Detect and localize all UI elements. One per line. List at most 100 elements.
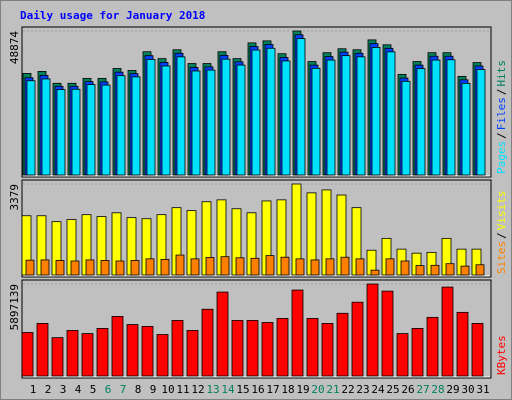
bar — [130, 260, 140, 276]
bar — [341, 55, 351, 176]
x-tick-label: 23 — [356, 383, 369, 396]
legend-entry: Visits — [495, 191, 508, 231]
y-tick-label: 3379 — [8, 184, 21, 211]
x-tick-label: 11 — [176, 383, 189, 396]
bar — [261, 322, 274, 377]
bar — [246, 320, 259, 377]
bar — [460, 265, 470, 276]
x-tick-label: 2 — [45, 383, 52, 396]
bar — [386, 51, 396, 176]
bar — [236, 64, 246, 176]
bar — [426, 316, 439, 377]
bar — [396, 333, 409, 377]
x-tick-label: 15 — [236, 383, 249, 396]
x-tick-label: 17 — [266, 383, 279, 396]
bar — [411, 328, 424, 377]
bar — [156, 334, 169, 377]
bar — [160, 258, 170, 276]
bar — [81, 333, 94, 377]
bar — [216, 291, 229, 377]
legend-separator: / — [495, 132, 508, 139]
legend-separator: / — [495, 232, 508, 239]
bar — [220, 256, 230, 276]
x-tick-label: 1 — [30, 383, 37, 396]
bar — [116, 75, 126, 176]
bar — [190, 258, 200, 276]
bar — [126, 324, 139, 377]
chart-title: Daily usage for January 2018 — [20, 9, 205, 22]
y-tick-label: 48874 — [8, 31, 21, 64]
bar — [311, 67, 321, 176]
x-tick-label: 27 — [416, 383, 429, 396]
bar — [370, 269, 380, 276]
bar — [51, 337, 64, 377]
bar — [296, 38, 306, 176]
bar — [40, 259, 50, 276]
x-tick-label: 16 — [251, 383, 264, 396]
x-tick-label: 28 — [431, 383, 444, 396]
bar — [221, 58, 231, 176]
legend: Pages/Files/Hits — [495, 60, 508, 174]
bar — [25, 259, 35, 276]
legend-separator: / — [495, 89, 508, 96]
bar — [356, 56, 366, 176]
bar — [70, 260, 80, 276]
x-tick-label: 8 — [135, 383, 142, 396]
x-tick-label: 3 — [60, 383, 67, 396]
x-tick-label: 7 — [120, 383, 127, 396]
legend-entry: Sites — [495, 241, 508, 274]
x-tick-label: 31 — [476, 383, 489, 396]
bar — [351, 301, 364, 377]
bar — [401, 80, 411, 176]
bar — [431, 59, 441, 176]
bar — [416, 68, 426, 176]
bar — [430, 264, 440, 276]
bar — [475, 264, 485, 276]
bar — [86, 84, 96, 176]
legend-entry: Pages — [495, 141, 508, 174]
bar — [445, 263, 455, 276]
x-tick-label: 6 — [105, 383, 112, 396]
bar — [56, 89, 66, 176]
x-tick-label: 10 — [161, 383, 174, 396]
bar — [145, 258, 155, 276]
bar — [456, 311, 469, 377]
bar — [205, 257, 215, 276]
bar — [281, 60, 291, 176]
bar — [201, 308, 214, 377]
bar — [400, 260, 410, 276]
x-tick-label: 21 — [326, 383, 339, 396]
x-tick-label: 26 — [401, 383, 414, 396]
bar — [461, 82, 471, 176]
bar — [66, 330, 79, 377]
bar — [340, 256, 350, 276]
bar — [366, 283, 379, 377]
bar — [280, 256, 290, 276]
x-tick-label: 13 — [206, 383, 219, 396]
bar — [336, 312, 349, 377]
bar — [385, 258, 395, 276]
legend-entry: KBytes — [495, 335, 508, 375]
bar — [206, 69, 216, 176]
x-tick-label: 30 — [461, 383, 474, 396]
bar — [476, 69, 486, 176]
bar — [85, 259, 95, 276]
bar — [175, 254, 185, 276]
bar — [176, 56, 186, 176]
legend: KBytes — [495, 335, 508, 375]
bar — [276, 318, 289, 377]
x-tick-label: 12 — [191, 383, 204, 396]
bar — [21, 332, 34, 377]
bar — [26, 80, 36, 176]
bar — [295, 258, 305, 276]
x-tick-label: 19 — [296, 383, 309, 396]
bar — [291, 289, 304, 377]
x-tick-label: 25 — [386, 383, 399, 396]
x-tick-label: 24 — [371, 383, 385, 396]
bar — [325, 258, 335, 276]
bar — [355, 258, 365, 276]
bar — [321, 323, 334, 377]
bar — [310, 259, 320, 276]
bar — [146, 59, 156, 176]
x-tick-label: 4 — [75, 383, 82, 396]
